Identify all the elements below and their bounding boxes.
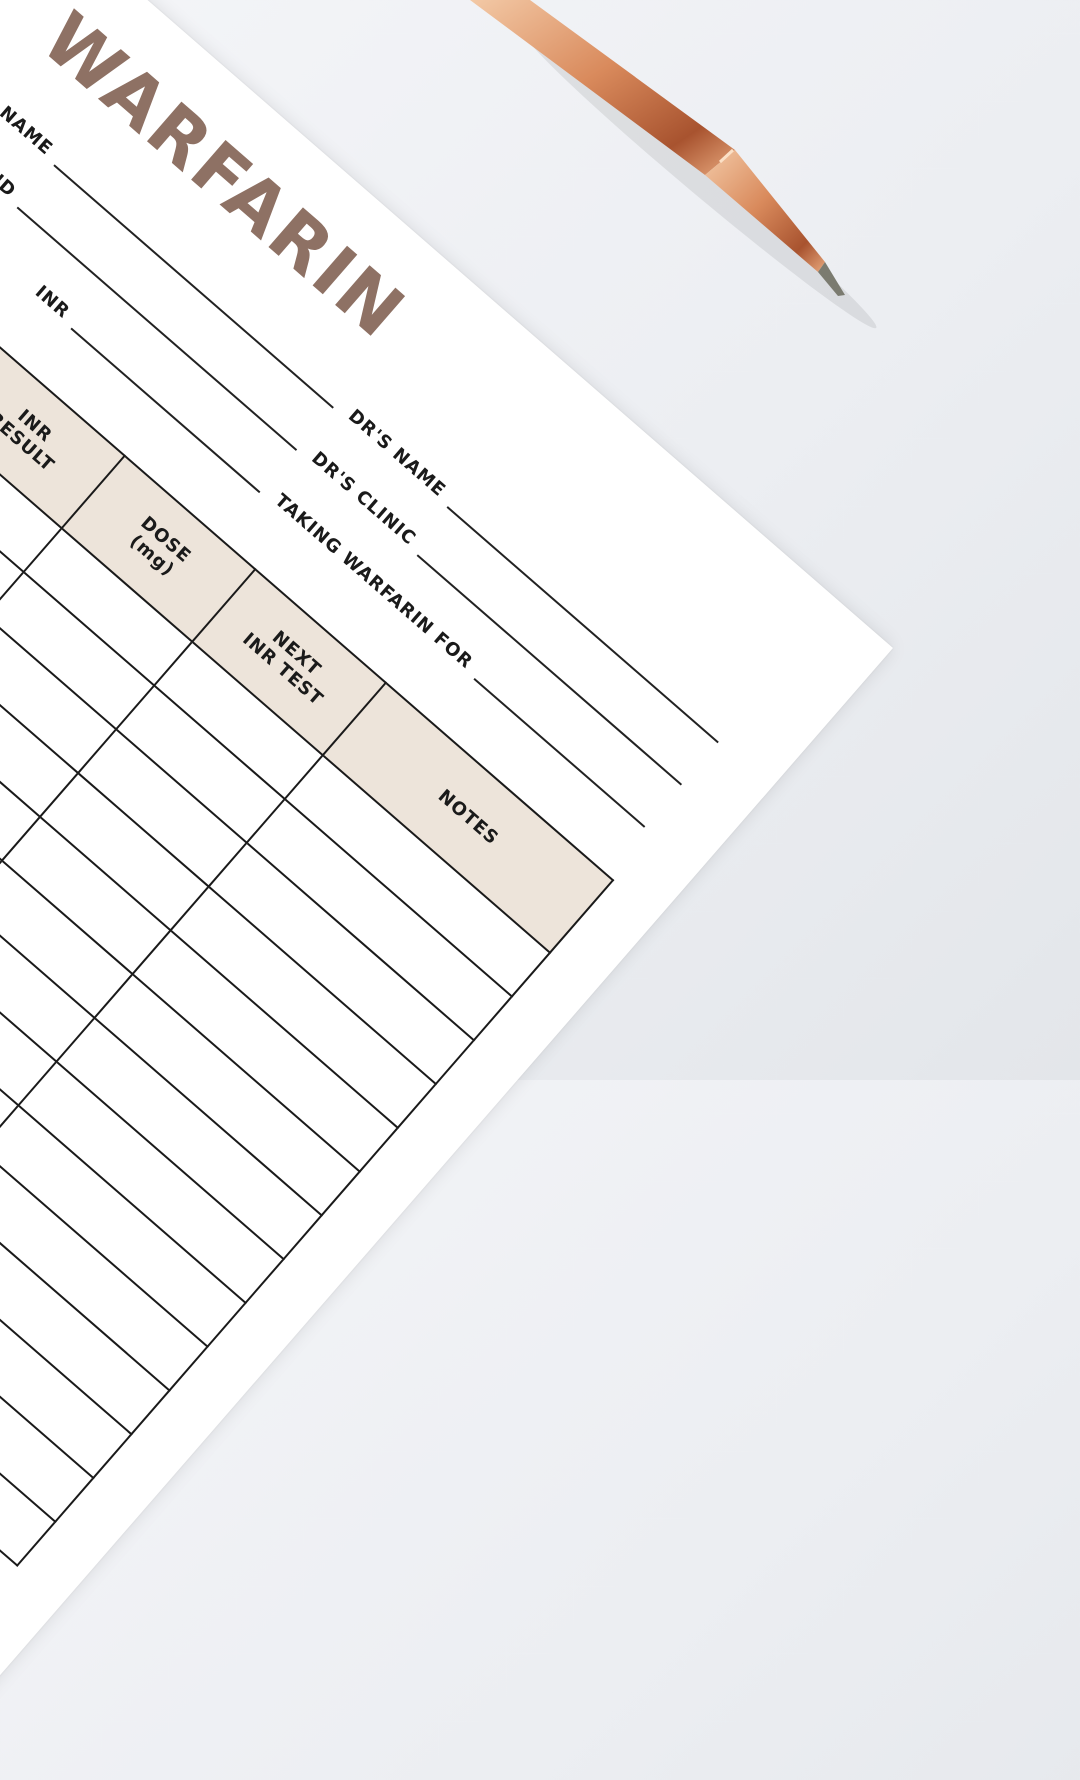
warfarin-tracker-sheet: WARFARIN NAME WARFARIN BRAND INR DR'S NA… — [0, 0, 730, 1566]
drs-name-field[interactable]: DR'S NAME — [344, 405, 730, 744]
inr-label: INR — [30, 281, 74, 323]
drs-name-input-line[interactable] — [446, 506, 719, 744]
name-label: NAME — [0, 102, 57, 160]
